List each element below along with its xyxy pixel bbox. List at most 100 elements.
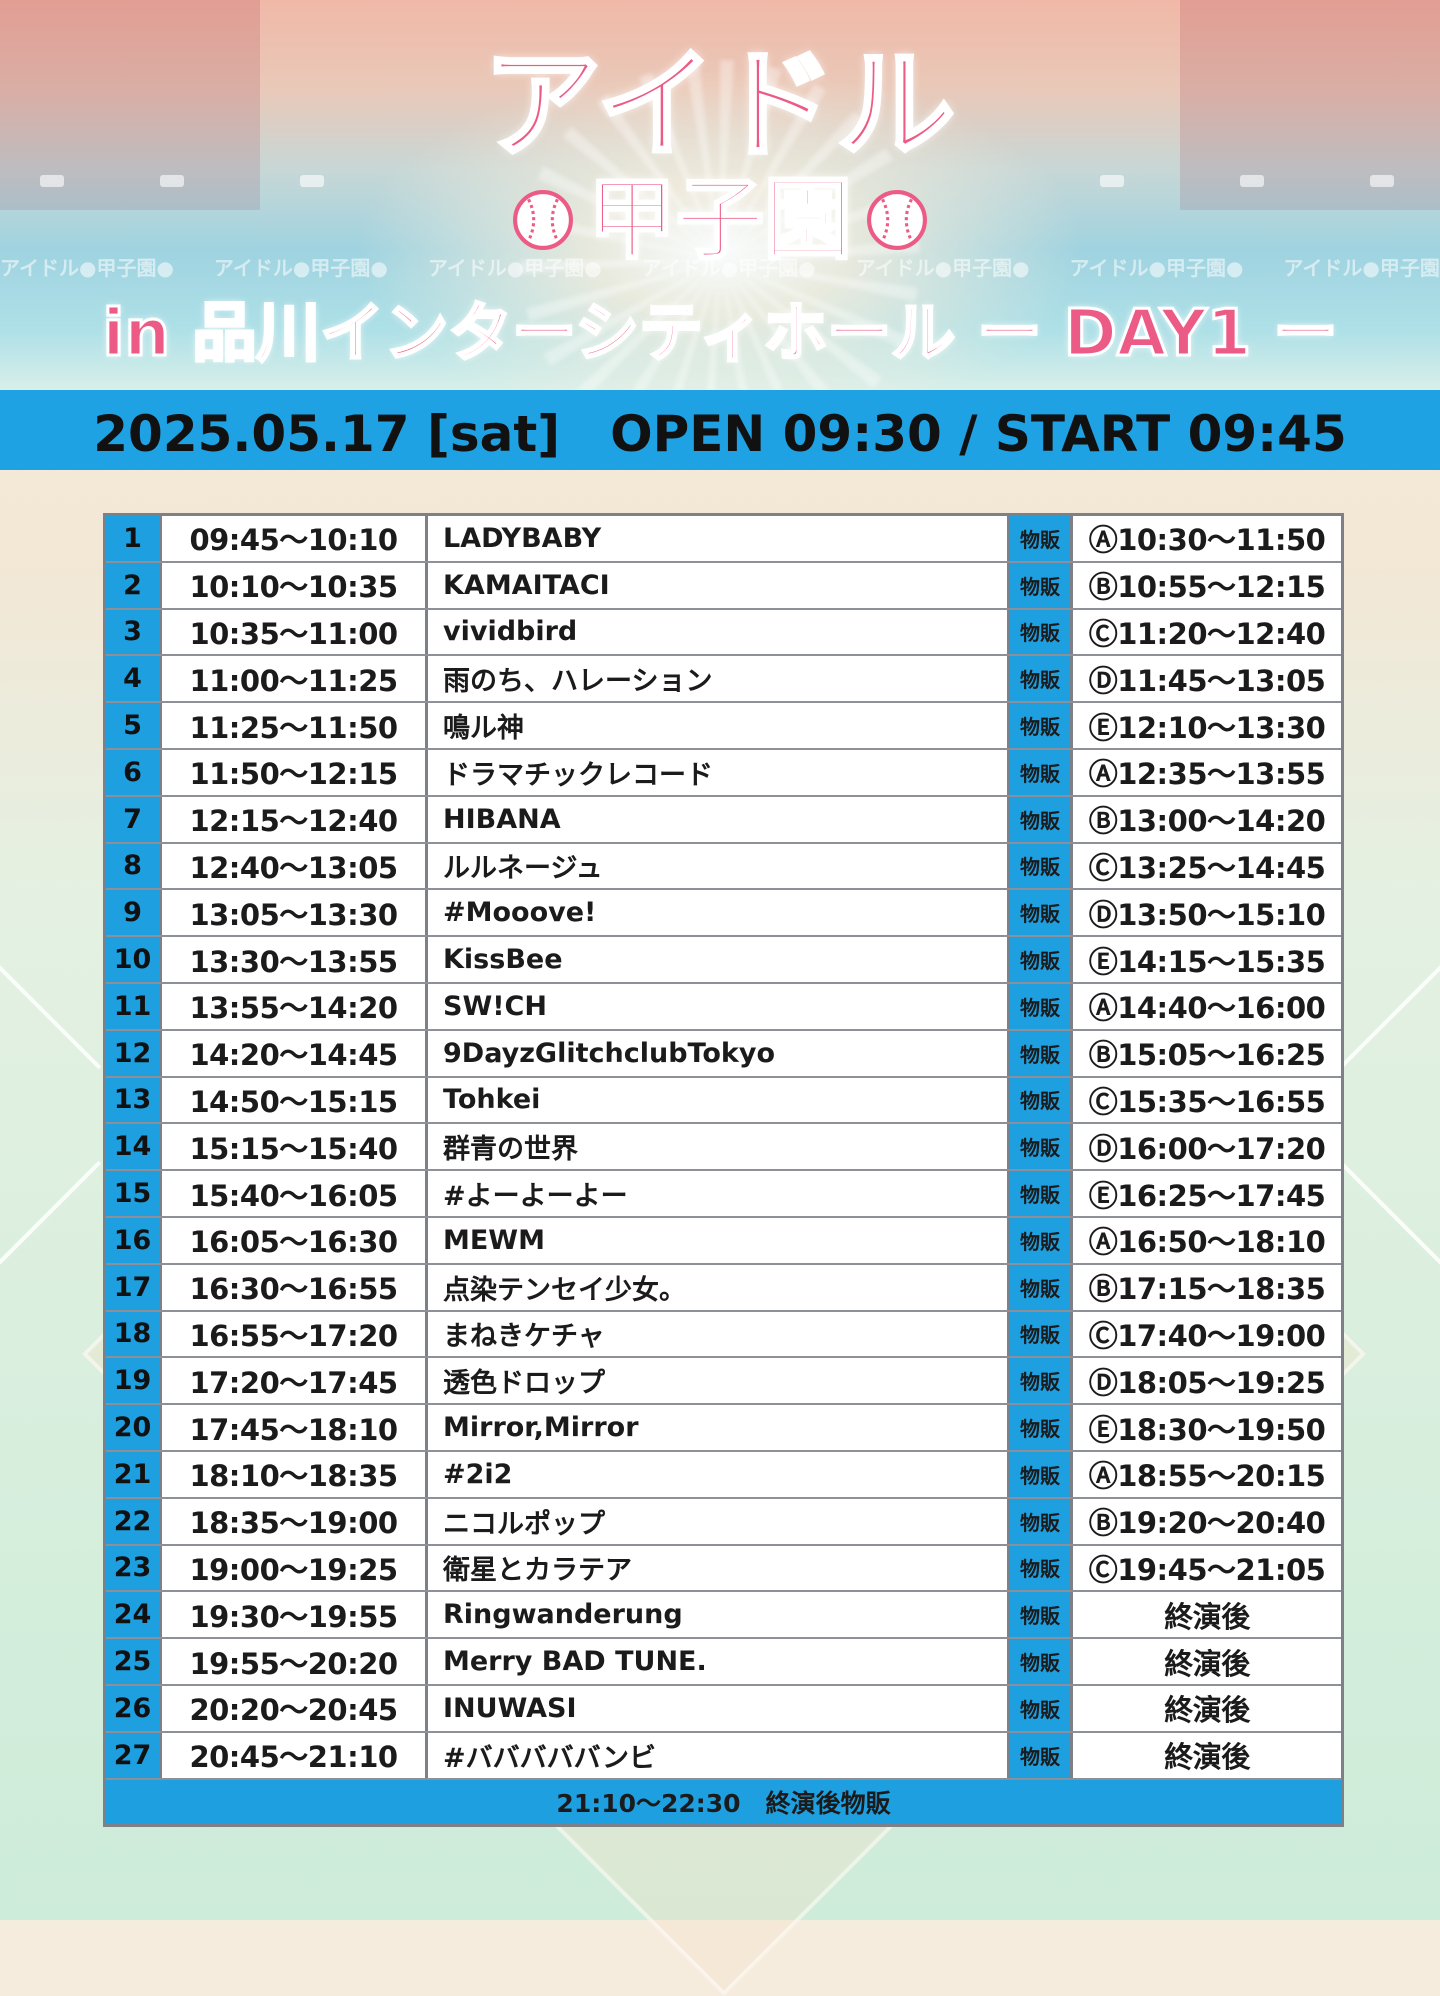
table-row: 19 17:20〜17:45 透色ドロップ 物販 Ⓓ18:05〜19:25	[106, 1358, 1341, 1406]
merch-badge: 物販	[1010, 1311, 1073, 1357]
logo-sub-text: 甲子園	[586, 168, 853, 271]
merch-badge: 物販	[1010, 937, 1073, 982]
row-number: 14	[106, 1124, 162, 1170]
merch-time-slot: Ⓐ18:55〜20:15	[1088, 1459, 1326, 1494]
row-number: 25	[106, 1639, 162, 1684]
table-row: 25 19:55〜20:20 Merry BAD TUNE. 物販 終演後	[106, 1639, 1341, 1686]
performance-time: 13:55〜14:20	[162, 983, 428, 1029]
row-number: 5	[106, 703, 162, 748]
artist-name: Mirror,Mirror	[428, 1405, 1010, 1450]
field-line-right	[1338, 910, 1440, 1070]
row-number: 7	[106, 796, 162, 842]
merch-badge: 物販	[1010, 1264, 1073, 1310]
merch-badge: 物販	[1010, 1592, 1073, 1638]
table-row: 3 10:35〜11:00 vividbird 物販 Ⓒ11:20〜12:40	[106, 609, 1341, 657]
artist-name: ドラマチックレコード	[428, 749, 1010, 795]
sunburst-rays	[520, 60, 920, 390]
field-line-left-lower	[0, 1160, 102, 1320]
artist-name: Merry BAD TUNE.	[428, 1639, 1010, 1684]
baseball-icon	[867, 190, 927, 250]
merch-badge: 物販	[1010, 1685, 1073, 1731]
merch-time-slot: Ⓓ16:00〜17:20	[1088, 1131, 1326, 1166]
merch-time-slot: Ⓑ13:00〜14:20	[1088, 804, 1326, 839]
performance-time: 17:20〜17:45	[162, 1358, 428, 1404]
table-row: 7 12:15〜12:40 HIBANA 物販 Ⓑ13:00〜14:20	[106, 796, 1341, 844]
table-row: 22 18:35〜19:00 ニコルポップ 物販 Ⓑ19:20〜20:40	[106, 1498, 1341, 1546]
merch-badge: 物販	[1010, 890, 1073, 936]
row-number: 24	[106, 1592, 162, 1638]
artist-name: KissBee	[428, 937, 1010, 982]
merch-badge: 物販	[1010, 1498, 1073, 1544]
table-row: 24 19:30〜19:55 Ringwanderung 物販 終演後	[106, 1592, 1341, 1640]
row-number: 22	[106, 1498, 162, 1544]
merch-time-slot: Ⓑ10:55〜12:15	[1088, 570, 1326, 605]
performance-time: 15:15〜15:40	[162, 1124, 428, 1170]
merch-badge: 物販	[1010, 703, 1073, 748]
row-number: 9	[106, 890, 162, 936]
performance-time: 15:40〜16:05	[162, 1171, 428, 1216]
artist-name: INUWASI	[428, 1685, 1010, 1731]
artist-name: vividbird	[428, 609, 1010, 655]
stadium-light	[300, 175, 324, 187]
table-row: 26 20:20〜20:45 INUWASI 物販 終演後	[106, 1685, 1341, 1733]
merch-badge: 物販	[1010, 1124, 1073, 1170]
merch-time-slot: 終演後	[1164, 1693, 1250, 1728]
table-row: 27 20:45〜21:10 #バババババンビ 物販 終演後	[106, 1732, 1341, 1780]
performance-time: 16:30〜16:55	[162, 1264, 428, 1310]
merch-time-slot: Ⓐ10:30〜11:50	[1088, 523, 1326, 558]
stadium-light	[1100, 175, 1124, 187]
artist-name: Ringwanderung	[428, 1592, 1010, 1638]
merch-time-slot: Ⓐ14:40〜16:00	[1088, 991, 1326, 1026]
table-row: 21 18:10〜18:35 #2i2 物販 Ⓐ18:55〜20:15	[106, 1451, 1341, 1499]
row-number: 2	[106, 562, 162, 608]
row-number: 8	[106, 843, 162, 889]
row-number: 20	[106, 1405, 162, 1450]
performance-time: 13:30〜13:55	[162, 937, 428, 982]
performance-time: 18:10〜18:35	[162, 1451, 428, 1497]
date-time-bar: 2025.05.17 [sat] OPEN 09:30 / START 09:4…	[0, 390, 1440, 470]
performance-time: 10:10〜10:35	[162, 562, 428, 608]
table-row: 17 16:30〜16:55 点染テンセイ少女。 物販 Ⓑ17:15〜18:35	[106, 1264, 1341, 1312]
merch-time-slot: Ⓒ17:40〜19:00	[1088, 1318, 1326, 1353]
logo-title: アイドル	[481, 36, 958, 174]
performance-time: 19:30〜19:55	[162, 1592, 428, 1638]
table-row: 4 11:00〜11:25 雨のち、ハレーション 物販 Ⓓ11:45〜13:05	[106, 656, 1341, 704]
artist-name: #バババババンビ	[428, 1732, 1010, 1778]
merch-badge: 物販	[1010, 1358, 1073, 1404]
table-row: 6 11:50〜12:15 ドラマチックレコード 物販 Ⓐ12:35〜13:55	[106, 749, 1341, 797]
row-number: 18	[106, 1311, 162, 1357]
performance-time: 19:00〜19:25	[162, 1545, 428, 1591]
performance-time: 19:55〜20:20	[162, 1639, 428, 1684]
table-row: 1 09:45〜10:10 LADYBABY 物販 Ⓐ10:30〜11:50	[106, 516, 1341, 563]
performance-time: 11:25〜11:50	[162, 703, 428, 748]
table-row: 2 10:10〜10:35 KAMAITACI 物販 Ⓑ10:55〜12:15	[106, 562, 1341, 610]
performance-time: 12:15〜12:40	[162, 796, 428, 842]
artist-name: まねきケチャ	[428, 1311, 1010, 1357]
merch-badge: 物販	[1010, 1171, 1073, 1216]
row-number: 11	[106, 983, 162, 1029]
table-row: 10 13:30〜13:55 KissBee 物販 Ⓔ14:15〜15:35	[106, 937, 1341, 984]
table-row: 14 15:15〜15:40 群青の世界 物販 Ⓓ16:00〜17:20	[106, 1124, 1341, 1172]
artist-name: 鳴ル神	[428, 703, 1010, 748]
artist-name: LADYBABY	[428, 516, 1010, 561]
performance-time: 13:05〜13:30	[162, 890, 428, 936]
merch-time-slot: Ⓑ15:05〜16:25	[1088, 1038, 1326, 1073]
artist-name: ルルネージュ	[428, 843, 1010, 889]
artist-name: KAMAITACI	[428, 562, 1010, 608]
merch-badge: 物販	[1010, 609, 1073, 655]
timetable-rows: 1 09:45〜10:10 LADYBABY 物販 Ⓐ10:30〜11:50 2 10:10…	[106, 516, 1341, 1780]
merch-time-slot: Ⓓ18:05〜19:25	[1088, 1365, 1326, 1400]
merch-time-slot: Ⓓ13:50〜15:10	[1088, 897, 1326, 932]
merch-badge: 物販	[1010, 796, 1073, 842]
table-row: 5 11:25〜11:50 鳴ル神 物販 Ⓔ12:10〜13:30	[106, 703, 1341, 750]
stadium-light	[1240, 175, 1264, 187]
table-row: 16 16:05〜16:30 MEWM 物販 Ⓐ16:50〜18:10	[106, 1217, 1341, 1265]
table-row: 8 12:40〜13:05 ルルネージュ 物販 Ⓒ13:25〜14:45	[106, 843, 1341, 891]
logo-subtitle: 甲子園	[0, 168, 1440, 271]
timetable: 1 09:45〜10:10 LADYBABY 物販 Ⓐ10:30〜11:50 2 10:10…	[103, 513, 1344, 1827]
row-number: 10	[106, 937, 162, 982]
artist-name: 透色ドロップ	[428, 1358, 1010, 1404]
row-number: 12	[106, 1030, 162, 1076]
final-merch-row: 21:10〜22:30 終演後物販	[106, 1779, 1341, 1824]
merch-badge: 物販	[1010, 1545, 1073, 1591]
